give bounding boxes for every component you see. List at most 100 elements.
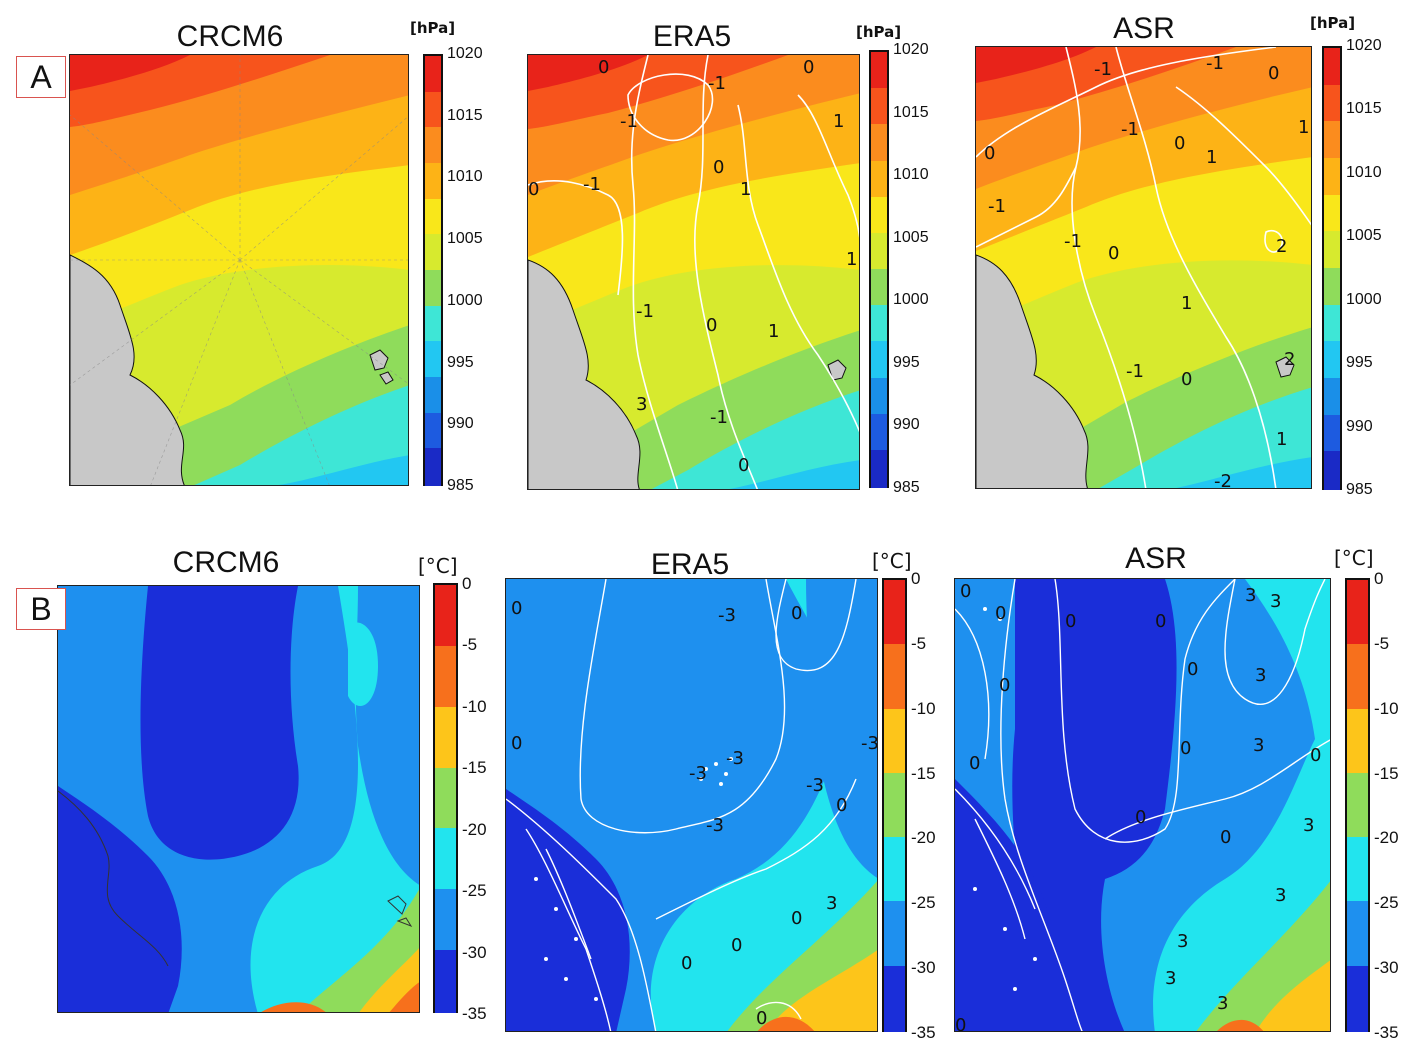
colorbar-tick-label: 1010 [1346,163,1382,181]
colorbar-segment [884,644,905,711]
colorbar-segment [435,767,456,831]
map-b-asr: 0 0 0 0 3 3 0 0 3 0 0 3 0 0 0 3 3 3 3 3 … [954,578,1331,1032]
colorbar-segment [871,269,887,308]
colorbar-segment [1324,158,1340,197]
colorbar-segment [435,645,456,709]
colorbar-tick-label: -30 [911,958,936,978]
contour-label: 1 [1181,293,1192,314]
colorbar-segment [1324,304,1340,344]
contour-label: -3 [718,605,736,626]
colorbar-unit-a-3: [hPa] [1310,14,1356,32]
contour-label: -1 [636,301,654,322]
contour-label: 0 [1268,63,1279,84]
colorbar-segment [425,341,441,380]
contour-label: -1 [708,73,726,94]
colorbar-segment [1347,965,1368,1033]
colorbar-segment [425,270,441,308]
colorbar-segment [425,448,441,487]
contour-label: 2 [1284,349,1295,370]
contour-label: 0 [836,795,847,816]
contour-label: -1 [1064,231,1082,252]
map-a-asr: -1 -1 0 -1 0 1 0 1 -1 -1 0 2 1 -1 0 2 1 … [975,46,1312,489]
map-b-era5: 0 -3 0 0 -3 -3 -3 -3 -3 0 0 0 0 3 0 [505,578,878,1032]
colorbar-segment [871,341,887,380]
colorbar-segment [884,580,905,647]
colorbar-tick-label: -25 [911,893,936,913]
contour-label: 1 [833,111,844,132]
colorbar-segment [884,772,905,840]
panel-label-b: B [16,588,66,630]
colorbar-tick-label: -5 [911,633,927,653]
contour-label: 0 [955,1015,966,1032]
contour-label: 0 [999,675,1010,696]
colorbar-tick-label: -15 [911,763,936,783]
colorbar-tick-label: 0 [911,569,921,588]
pressure-field-a-asr: -1 -1 0 -1 0 1 0 1 -1 -1 0 2 1 -1 0 2 1 … [976,47,1311,488]
colorbar-tick-label: 985 [1346,481,1373,498]
colorbar-segment [871,232,887,272]
contour-label: 0 [1108,243,1119,264]
panel-label-a: A [16,56,66,98]
colorbar-segment [1324,48,1340,87]
contour-label: 0 [756,1008,767,1029]
contour-label: 0 [803,57,814,78]
colorbar-tick-label: 1015 [1346,100,1382,118]
colorbar-tick-label: -35 [1374,1023,1399,1042]
colorbar-tick-label: 1010 [447,168,483,186]
colorbar-tick-label: -30 [1374,958,1399,978]
contour-label: 1 [1206,147,1217,168]
colorbar-segment [435,828,456,892]
contour-label: 3 [1177,931,1188,952]
pressure-field-a-crcm6 [70,55,408,485]
colorbar-tick-label: 1020 [447,45,483,62]
colorbar-segment [871,413,887,452]
colorbar-tick-label: 1015 [447,106,483,124]
colorbar-segment [1347,837,1368,904]
contour-label: 0 [706,315,717,336]
colorbar-tick-label: -25 [1374,893,1399,913]
temperature-field-b-crcm6 [58,586,419,1012]
colorbar-tick-label: 1010 [893,166,929,184]
colorbar-segment [871,124,887,163]
colorbar-segment [425,377,441,415]
colorbar-segment [425,198,441,237]
contour-label: 0 [1310,745,1321,766]
contour-label: 3 [1217,993,1228,1014]
map-title-a-era5: ERA5 [652,20,732,53]
contour-label: -1 [1126,361,1144,382]
colorbar-a-3 [1322,46,1342,491]
contour-label: 1 [846,249,857,270]
colorbar-tick-label: 985 [893,479,920,496]
colorbar-segment [435,585,456,648]
map-a-era5: 0 -1 -1 0 1 0 0 -1 1 1 -1 0 1 3 -1 0 [527,54,860,490]
colorbar-b-2 [882,578,907,1033]
colorbar-tick-label: 1005 [893,228,929,246]
colorbar-segment [425,305,441,344]
contour-label: -1 [1094,59,1112,80]
colorbar-unit-a-2: [hPa] [856,23,902,41]
colorbar-segment [1324,341,1340,381]
colorbar-segment [1324,414,1340,454]
colorbar-tick-label: 1000 [1346,290,1382,308]
contour-label: -3 [806,775,824,796]
contour-label: 0 [511,598,522,619]
colorbar-segment [871,88,887,127]
colorbar-tick-label: 1005 [1346,227,1382,245]
colorbar-tick-label: -5 [1374,633,1390,653]
colorbar-tick-label: -35 [462,1004,487,1023]
colorbar-segment [1347,772,1368,840]
colorbar-unit-a-1: [hPa] [410,19,456,37]
contour-label: -3 [706,815,724,836]
contour-label: 3 [1253,735,1264,756]
colorbar-segment [871,52,887,91]
colorbar-segment [435,889,456,953]
map-a-crcm6 [69,54,409,486]
colorbar-segment [884,837,905,904]
contour-label: 0 [528,179,539,200]
colorbar-tick-label: -20 [911,828,936,848]
contour-label: -3 [861,733,878,754]
contour-label: 0 [681,953,692,974]
contour-label: 1 [768,321,779,342]
colorbar-segment [435,950,456,1014]
colorbar-segment [425,56,441,94]
